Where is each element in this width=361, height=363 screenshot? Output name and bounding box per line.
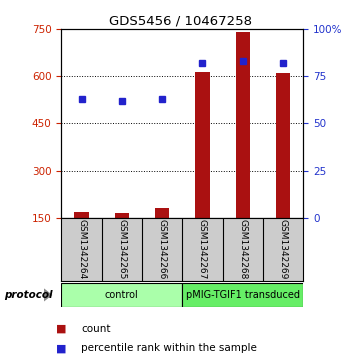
Text: control: control: [105, 290, 139, 300]
Text: GSM1342269: GSM1342269: [279, 219, 288, 280]
Polygon shape: [44, 288, 52, 301]
Bar: [182, 283, 303, 307]
Text: GSM1342264: GSM1342264: [77, 220, 86, 280]
Text: protocol: protocol: [4, 290, 52, 300]
Bar: [276, 73, 290, 218]
Text: pMIG-TGIF1 transduced: pMIG-TGIF1 transduced: [186, 290, 300, 300]
Text: ■: ■: [56, 343, 67, 354]
Bar: [155, 208, 169, 218]
Text: GDS5456 / 10467258: GDS5456 / 10467258: [109, 15, 252, 28]
Bar: [74, 212, 88, 218]
Bar: [61, 283, 182, 307]
Bar: [195, 72, 209, 218]
Text: ■: ■: [56, 323, 67, 334]
Text: GSM1342268: GSM1342268: [238, 219, 247, 280]
Text: GSM1342265: GSM1342265: [117, 219, 126, 280]
Text: count: count: [81, 323, 111, 334]
Bar: [236, 32, 250, 218]
Bar: [115, 213, 129, 218]
Text: percentile rank within the sample: percentile rank within the sample: [81, 343, 257, 354]
Text: GSM1342266: GSM1342266: [158, 219, 167, 280]
Text: GSM1342267: GSM1342267: [198, 219, 207, 280]
